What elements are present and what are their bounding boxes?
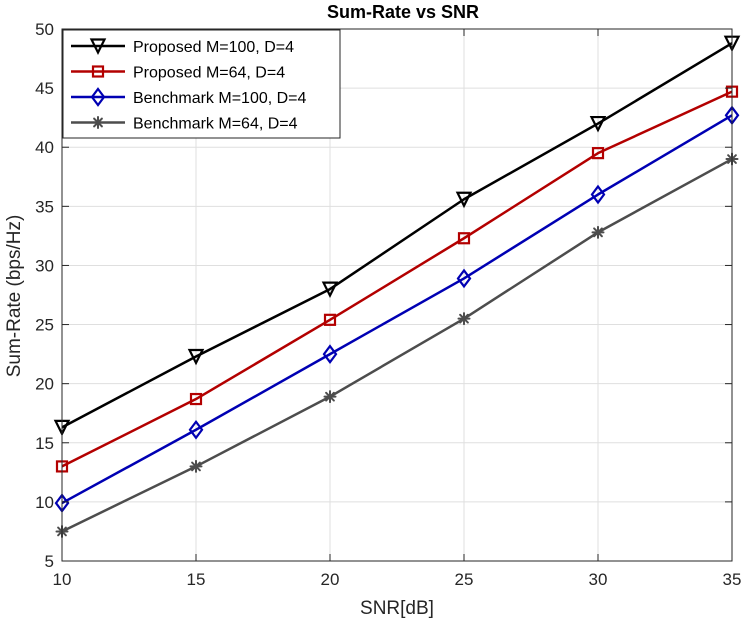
legend-marker — [90, 87, 106, 107]
data-point-1 — [323, 313, 337, 326]
data-point-3 — [591, 225, 605, 239]
asterisk-stroke — [191, 461, 201, 472]
y-axis-ticks: 5 10 15 20 25 30 35 40 45 50 — [35, 20, 732, 571]
legend-label: Benchmark M=100, D=4 — [133, 90, 307, 107]
x-tick-label: 20 — [321, 570, 340, 589]
x-tick-label: 15 — [187, 570, 206, 589]
y-tick-label: 5 — [45, 552, 54, 571]
series-line-0 — [61, 42, 733, 429]
data-point-1 — [189, 392, 203, 406]
y-tick-label: 25 — [35, 316, 54, 335]
y-tick-label: 10 — [35, 493, 54, 512]
data-point-3 — [323, 390, 337, 404]
chart-title: Sum-Rate vs SNR — [327, 2, 479, 22]
plot-frame — [61, 28, 733, 562]
data-point-2 — [590, 184, 606, 205]
x-tick-label: 25 — [455, 570, 474, 589]
y-tick-label: 45 — [35, 79, 54, 98]
series-markers — [53, 35, 741, 538]
y-tick-label: 50 — [35, 20, 54, 39]
legend-box — [62, 29, 341, 139]
data-point-2 — [456, 268, 472, 289]
asterisk-stroke — [325, 391, 335, 402]
legend-marker — [91, 116, 105, 129]
legend-label: Proposed M=64, D=4 — [133, 65, 285, 82]
y-tick-label: 15 — [35, 434, 54, 453]
data-point-2 — [322, 344, 338, 364]
data-point-1 — [457, 232, 471, 245]
series-line-2 — [61, 114, 733, 505]
legend-label: Proposed M=100, D=4 — [133, 39, 294, 56]
data-point-0 — [321, 281, 339, 299]
data-point-2 — [188, 419, 204, 440]
data-point-1 — [591, 147, 605, 160]
series-line-3 — [61, 157, 733, 533]
y-axis-label: Sum-Rate (bps/Hz) — [4, 215, 25, 378]
x-axis-label: SNR[dB] — [360, 598, 434, 619]
legend: Proposed M=100, D=4 Proposed M=64, D=4 Ben… — [62, 29, 341, 139]
legend-label: Benchmark M=64, D=4 — [133, 116, 298, 133]
x-tick-label: 35 — [723, 570, 742, 589]
asterisk-stroke — [93, 117, 103, 128]
y-tick-label: 40 — [35, 138, 54, 157]
y-tick-label: 35 — [35, 197, 54, 216]
legend-marker — [89, 38, 107, 55]
x-tick-label: 10 — [53, 570, 72, 589]
asterisk-stroke — [459, 313, 469, 324]
asterisk-stroke — [593, 227, 603, 238]
data-point-3 — [457, 312, 471, 326]
legend-marker — [91, 65, 105, 78]
y-tick-label: 20 — [35, 375, 54, 394]
data-point-0 — [187, 348, 205, 366]
data-point-0 — [455, 191, 473, 209]
x-tick-label: 30 — [589, 570, 608, 589]
series-line-1 — [61, 90, 733, 468]
y-tick-label: 30 — [35, 256, 54, 275]
series-lines — [61, 42, 733, 533]
data-point-0 — [589, 115, 607, 133]
data-point-3 — [189, 459, 203, 473]
